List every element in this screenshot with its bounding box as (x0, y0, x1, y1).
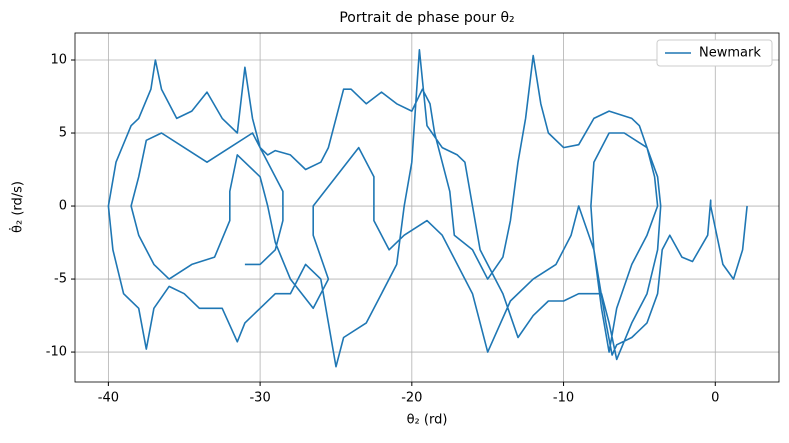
y-tick-label: -5 (54, 272, 67, 287)
x-axis-label: θ₂ (rd) (407, 413, 448, 428)
legend-box (656, 39, 773, 67)
y-tick-label: 0 (59, 199, 67, 214)
x-tick-label: 0 (711, 391, 719, 406)
x-tick-label: -40 (98, 391, 119, 406)
legend-label: Newmark (699, 46, 761, 61)
x-tick-label: -30 (249, 391, 270, 406)
chart-title: Portrait de phase pour θ₂ (339, 10, 514, 26)
y-tick-label: 5 (59, 126, 67, 141)
y-axis-label: θ̇₂ (rd/s) (9, 181, 25, 233)
x-tick-label: -20 (401, 391, 422, 406)
y-tick-label: -10 (46, 345, 67, 360)
y-tick-label: 10 (50, 53, 67, 68)
plot-frame (74, 32, 780, 383)
x-tick-label: -10 (553, 391, 574, 406)
series-line (107, 49, 748, 368)
